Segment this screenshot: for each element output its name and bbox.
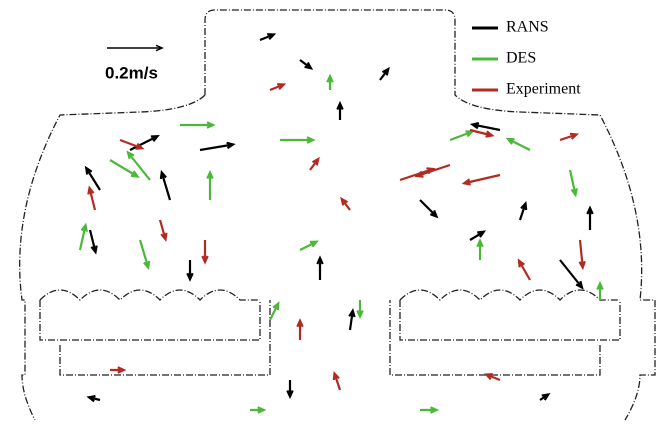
vector: [88, 229, 98, 255]
legend-label: RANS: [506, 19, 549, 36]
vector: [505, 137, 531, 151]
vector: [596, 280, 604, 300]
vector: [286, 380, 294, 400]
legend-label: DES: [506, 50, 536, 67]
vector: [568, 169, 578, 198]
vector: [399, 167, 436, 182]
vector: [476, 238, 484, 260]
vector: [469, 230, 487, 241]
vectors: [78, 33, 604, 414]
vector: [109, 159, 140, 178]
vector: [469, 128, 495, 138]
vector: [299, 59, 314, 70]
vector: [518, 200, 528, 221]
vector: [180, 121, 216, 129]
vector: [414, 163, 451, 178]
vector: [356, 300, 364, 320]
vector: [483, 373, 501, 382]
vector: [269, 301, 280, 321]
reference: 0.2m/s: [105, 44, 164, 82]
legend: RANS DES Experiment: [472, 19, 581, 98]
vector: [296, 318, 304, 340]
vector: [87, 185, 97, 211]
vector: [316, 255, 324, 280]
vector: [250, 406, 267, 414]
vector: [332, 370, 342, 391]
vector: [206, 169, 214, 200]
reference-label: 0.2m/s: [105, 63, 158, 82]
vector: [186, 260, 194, 282]
vector: [138, 239, 151, 271]
vector: [119, 138, 145, 150]
vector: [326, 73, 334, 90]
vector: [199, 141, 236, 152]
vector: [559, 132, 580, 142]
vector: [309, 156, 320, 171]
legend-label: Experiment: [506, 81, 581, 98]
vector: [348, 308, 356, 331]
vector: [420, 406, 440, 414]
vector: [340, 196, 351, 211]
vector: [586, 205, 594, 230]
vector: [129, 135, 160, 151]
vector: [449, 130, 475, 142]
vector: [299, 240, 319, 251]
vector: [379, 66, 390, 81]
vector: [461, 173, 501, 186]
vector: [336, 100, 344, 120]
vector: [86, 395, 101, 403]
vector: [419, 199, 439, 219]
reference-arrowhead: [155, 44, 164, 52]
vector: [269, 83, 287, 92]
vector: [201, 240, 209, 265]
vector: [559, 259, 584, 290]
vector: [517, 258, 531, 281]
vessel-outline: [19, 9, 656, 421]
vector: [158, 219, 168, 242]
vector: [159, 169, 172, 201]
vector: [78, 222, 88, 251]
vector: [126, 150, 151, 181]
vector: [469, 121, 501, 132]
vector: [84, 165, 101, 191]
vector: [110, 366, 127, 374]
vector: [578, 239, 586, 271]
vector: [259, 33, 277, 42]
vector: [280, 136, 316, 144]
vector: [539, 393, 551, 401]
